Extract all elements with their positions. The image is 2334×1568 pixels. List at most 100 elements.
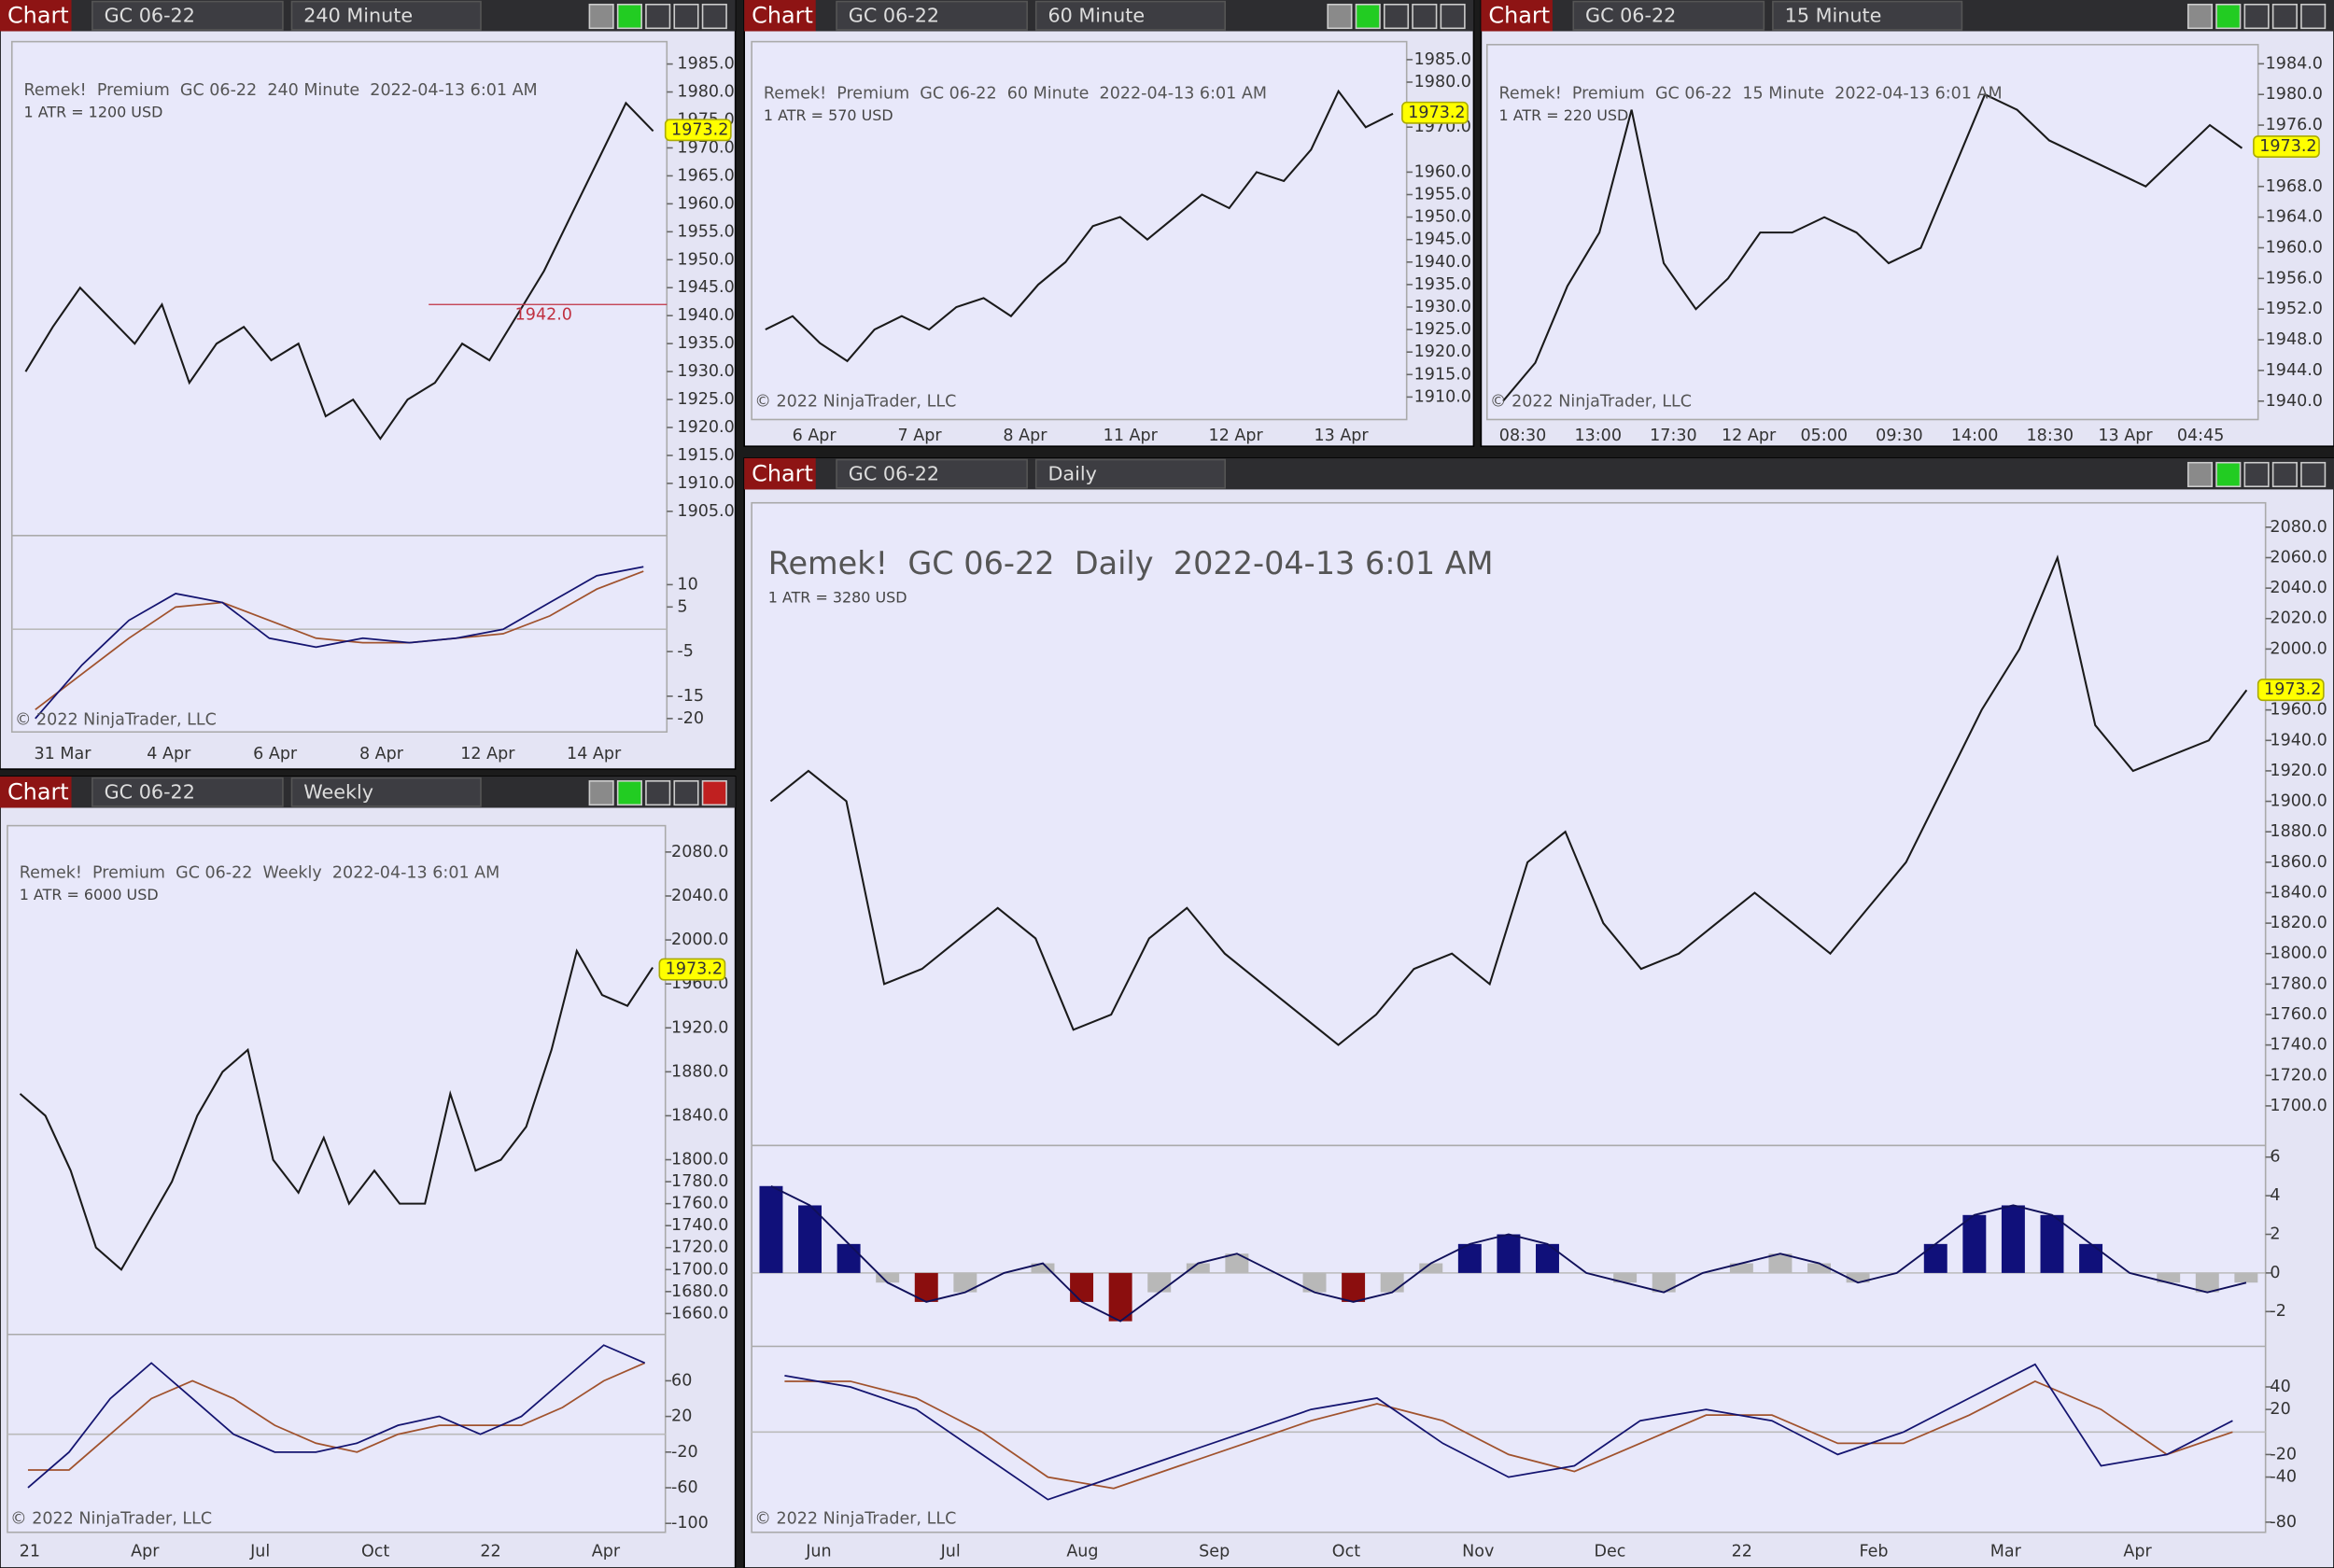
x-tick-label: Nov [1462,1542,1494,1561]
histogram-bar [1652,1272,1676,1293]
instrument-dropdown[interactable] [91,777,284,807]
y-tick-label: 1940.0 [1414,253,1471,272]
y-tick-label: 1930.0 [677,362,734,381]
interval-dropdown[interactable] [1034,0,1226,31]
chart-tab [1481,0,1553,32]
window-button[interactable] [588,780,614,806]
instrument-dropdown[interactable] [836,0,1028,31]
window-button[interactable] [645,3,671,30]
plot-area [751,501,2267,1533]
chart-tab [744,457,816,490]
window-button[interactable] [616,780,642,806]
y-tick-label: 1930.0 [1414,298,1471,316]
plot-area [10,40,668,734]
histogram-bar [1729,1263,1753,1273]
histogram-bar [1070,1272,1094,1302]
x-tick-label: 05:00 [1801,427,1848,445]
histogram-bar [1225,1253,1249,1273]
instrument-dropdown[interactable] [91,0,284,31]
copyright: © 2022 NinjaTrader, LLC [754,392,956,411]
window-button[interactable] [2215,461,2242,488]
window-button[interactable] [2300,3,2327,30]
y-tick-label: 1984.0 [2266,54,2323,73]
x-tick-label: 8 Apr [359,745,404,763]
instrument-label: GC 06-22 [849,462,939,484]
window-button[interactable] [2186,461,2214,488]
y-tick-label: 2080.0 [671,843,728,861]
y-tick-label: 1960.0 [2266,238,2323,257]
instrument-label: GC 06-22 [105,781,195,804]
y-tick-label: 1920.0 [671,1018,728,1037]
x-tick-label: Feb [1860,1542,1889,1561]
window-button[interactable] [673,3,699,30]
y-tick-label: 1956.0 [2266,269,2323,287]
price-level-label: 1942.0 [515,305,572,324]
y-tick-label: 1880.0 [2270,822,2327,841]
y-tick-label: -20 [2270,1445,2297,1463]
y-tick-label: 1820.0 [2270,914,2327,932]
window-button[interactable] [2215,3,2242,30]
chart-tab-label: Chart [7,779,69,805]
window-button[interactable] [2186,3,2214,30]
instrument-dropdown[interactable] [1572,0,1765,31]
window-button[interactable] [588,3,614,30]
histogram-bar [798,1205,823,1273]
y-tick-label: 1700.0 [2270,1097,2327,1115]
window-button[interactable] [2300,461,2327,488]
y-tick-label: -40 [2270,1468,2297,1487]
y-tick-label: 1955.0 [677,222,734,241]
y-tick-label: -15 [677,687,704,706]
chart-title: Remek! Premium GC 06-22 60 Minute 2022-0… [764,84,1267,103]
window-button[interactable] [1355,3,1381,30]
x-tick-label: 6 Apr [253,745,298,763]
window-button[interactable] [2271,461,2298,488]
window-button[interactable] [1412,3,1438,30]
interval-label: Weekly [303,781,373,804]
window-button[interactable] [1327,3,1353,30]
copyright: © 2022 NinjaTrader, LLC [1490,392,1692,411]
window-button[interactable] [1440,3,1466,30]
window-button[interactable] [701,3,727,30]
interval-dropdown[interactable] [290,777,482,807]
window-button[interactable] [701,780,727,806]
y-tick-label: 1860.0 [2270,853,2327,872]
atr-label: 1 ATR = 220 USD [1499,106,1629,124]
histogram-bar [1846,1272,1870,1283]
histogram-bar [1807,1263,1831,1273]
x-tick-label: 17:30 [1650,427,1696,445]
y-tick-label: 1840.0 [2270,883,2327,902]
price-line [24,101,654,441]
window-button[interactable] [1383,3,1410,30]
interval-dropdown[interactable] [1772,0,1963,31]
x-tick-label: 22 [1732,1542,1752,1561]
interval-label: Daily [1047,462,1096,484]
y-tick-label: 1935.0 [1414,275,1471,294]
y-tick-label: -2 [2270,1302,2285,1321]
y-tick-label: 1960.0 [2270,701,2327,720]
y-tick-label: 1720.0 [671,1239,728,1257]
histogram-bar [1419,1263,1443,1273]
last-price-label: 1973.2 [2264,680,2321,699]
window-button[interactable] [2243,461,2270,488]
macd-line [770,1184,2247,1323]
window-button[interactable] [673,780,699,806]
window-button[interactable] [616,3,642,30]
copyright: © 2022 NinjaTrader, LLC [10,1509,212,1528]
interval-dropdown[interactable] [290,0,482,31]
atr-label: 1 ATR = 1200 USD [24,104,163,121]
plot-area [7,824,667,1533]
y-tick-label: 1945.0 [1414,231,1471,249]
y-tick-label: 20 [671,1407,692,1426]
y-tick-label: 60 [671,1371,692,1390]
x-tick-label: 11 Apr [1104,427,1159,445]
histogram-bar [1302,1272,1327,1293]
window-button[interactable] [645,780,671,806]
instrument-dropdown[interactable] [836,458,1028,489]
y-tick-label: -80 [2270,1513,2297,1532]
x-tick-label: Aug [1066,1542,1098,1561]
price-line [765,89,1394,363]
window-button[interactable] [2243,3,2270,30]
window-button[interactable] [2271,3,2298,30]
chart-tab [0,777,72,808]
interval-dropdown[interactable] [1034,458,1226,489]
